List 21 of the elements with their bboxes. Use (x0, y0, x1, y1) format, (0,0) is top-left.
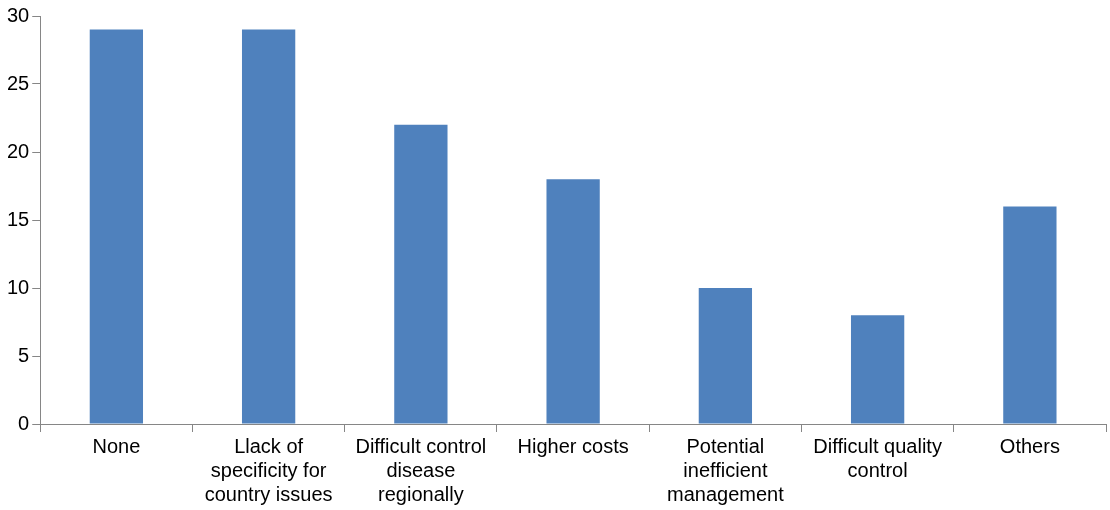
bar (1003, 206, 1057, 424)
bar (850, 315, 905, 424)
y-tick-label: 15 (7, 207, 30, 230)
x-tick-label: None (92, 434, 141, 457)
bar (89, 29, 144, 424)
x-tick-label: Higher costs (517, 434, 629, 457)
x-tick-label: Difficult control disease regionally (355, 434, 487, 505)
x-tick-label: Others (999, 434, 1060, 457)
x-tick-label: Llack of specificity for country issues (204, 434, 333, 505)
y-tick-label: 10 (7, 275, 30, 298)
y-tick-label: 5 (18, 343, 30, 366)
y-tick-label: 30 (7, 3, 30, 26)
x-tick-label: Difficult quality control (813, 434, 942, 481)
y-tick-label: 0 (18, 411, 30, 434)
bar (394, 124, 448, 424)
y-tick-label: 20 (7, 139, 30, 162)
bar (241, 29, 296, 424)
bar (698, 288, 753, 424)
x-tick-label: Potential inefficient management (667, 434, 785, 505)
y-tick-label: 25 (7, 71, 30, 94)
bar (546, 179, 600, 424)
